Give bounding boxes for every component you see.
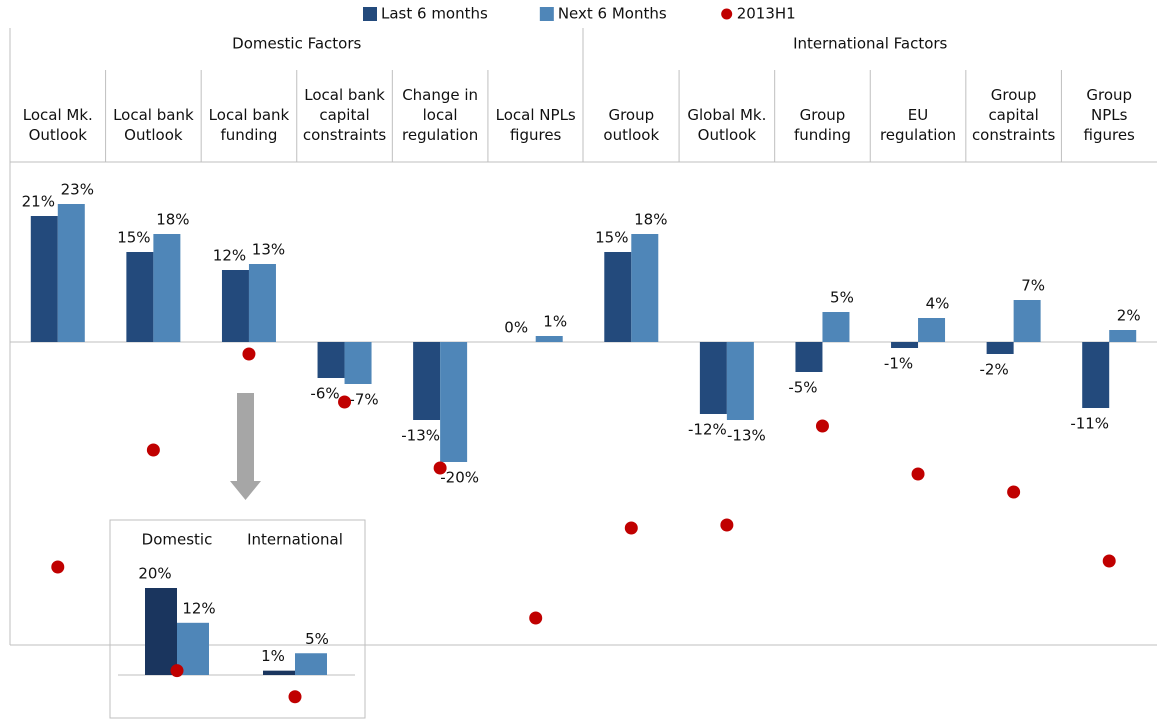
bar [153, 234, 181, 342]
category-label: Local Mk. Outlook [23, 106, 93, 144]
bar [317, 342, 345, 378]
arrow-head [230, 481, 261, 500]
value-label: 20% [138, 565, 171, 583]
value-label: 2% [1117, 307, 1141, 325]
value-label: -6% [310, 385, 339, 403]
value-label: 5% [830, 289, 854, 307]
value-label: 12% [213, 247, 246, 265]
value-label: 5% [305, 630, 329, 648]
group-label: International Factors [793, 35, 947, 53]
category-label: Change in local regulation [402, 86, 478, 144]
marker [529, 611, 543, 625]
legend-swatch [363, 7, 377, 21]
category-label: Group capital constraints [972, 86, 1056, 144]
value-label: 1% [543, 313, 567, 331]
value-label: -13% [727, 427, 766, 445]
bar [1082, 342, 1110, 408]
bar [822, 312, 850, 342]
bar [57, 204, 85, 342]
bar [1013, 300, 1041, 342]
value-label: -12% [688, 421, 727, 439]
bar [1109, 330, 1137, 342]
bar [795, 342, 823, 372]
value-label: -5% [788, 379, 817, 397]
bar [726, 342, 754, 420]
value-label: -11% [1070, 415, 1109, 433]
marker [1102, 554, 1116, 568]
legend-label: Last 6 months [381, 5, 488, 23]
marker [815, 419, 829, 433]
marker [288, 690, 302, 704]
value-label: 18% [156, 211, 189, 229]
marker [170, 664, 184, 678]
bar [631, 234, 659, 342]
bar [604, 252, 632, 342]
marker [1007, 485, 1021, 499]
bar [263, 670, 295, 675]
category-label: Local bank capital constraints [303, 86, 387, 144]
value-label: -7% [349, 391, 378, 409]
marker [911, 467, 925, 481]
value-label: 18% [634, 211, 667, 229]
bar [221, 270, 249, 342]
category-label: Group outlook [603, 106, 659, 144]
value-label: 4% [926, 295, 950, 313]
value-label: 7% [1021, 277, 1045, 295]
marker [720, 518, 734, 532]
category-label: EU regulation [880, 106, 956, 144]
value-label: 15% [117, 229, 150, 247]
legend-label: 2013H1 [737, 5, 796, 23]
value-label: 21% [22, 193, 55, 211]
legend-label: Next 6 Months [558, 5, 667, 23]
bar [413, 342, 441, 420]
category-label: Local NPLs figures [496, 106, 576, 144]
bar [699, 342, 727, 414]
marker [146, 443, 160, 457]
bar [145, 588, 177, 675]
bar [344, 342, 372, 384]
value-label: -2% [980, 361, 1009, 379]
category-label: Local bank Outlook [113, 106, 194, 144]
value-label: 12% [182, 599, 215, 617]
category-label: Global Mk. Outlook [687, 106, 766, 144]
bar [248, 264, 276, 342]
value-label: -20% [440, 469, 479, 487]
bar [440, 342, 468, 462]
bar [535, 336, 563, 342]
bar [126, 252, 154, 342]
bar [986, 342, 1014, 354]
bar [30, 216, 58, 342]
bar [891, 342, 919, 348]
marker [242, 347, 256, 361]
bar [295, 653, 327, 675]
category-label: International [247, 531, 343, 549]
arrow-shaft [237, 393, 254, 481]
legend-marker [721, 8, 733, 20]
value-label: 13% [252, 241, 285, 259]
marker [338, 395, 352, 409]
group-label: Domestic Factors [232, 35, 361, 53]
category-label: Group NPLs figures [1084, 86, 1136, 144]
value-label: -13% [401, 427, 440, 445]
bar [918, 318, 946, 342]
category-label: Domestic [142, 531, 213, 549]
value-label: 23% [61, 181, 94, 199]
value-label: 1% [261, 647, 285, 665]
category-label: Local bank funding [209, 106, 290, 144]
value-label: 0% [504, 319, 528, 337]
value-label: -1% [884, 355, 913, 373]
marker [433, 461, 447, 475]
category-label: Group funding [794, 106, 851, 144]
marker [624, 521, 638, 535]
legend-swatch [539, 7, 554, 21]
value-label: 15% [595, 229, 628, 247]
bar [177, 622, 209, 675]
marker [51, 560, 65, 574]
